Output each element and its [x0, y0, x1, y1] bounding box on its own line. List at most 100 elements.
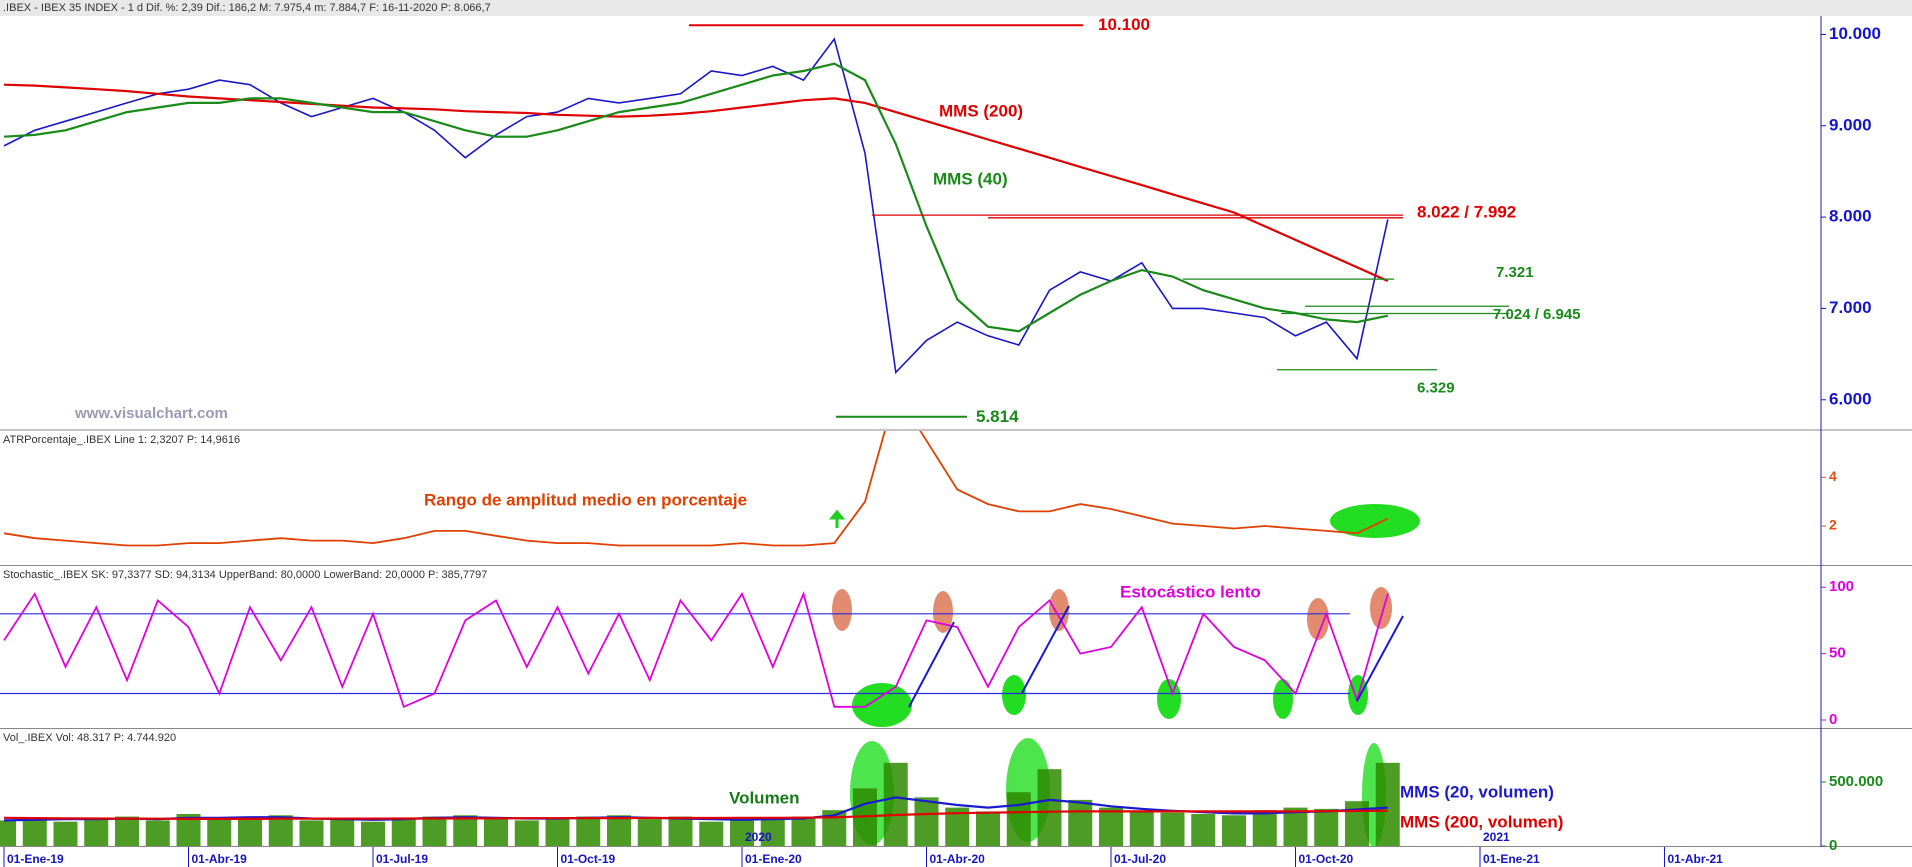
volume-bar	[145, 820, 170, 846]
y-tick-label: 50	[1829, 645, 1846, 662]
level-label: 7.024 / 6.945	[1493, 306, 1581, 323]
watermark: www.visualchart.com	[74, 405, 228, 422]
panel	[0, 591, 1389, 709]
volume-bar	[699, 821, 724, 846]
volume-bar	[1222, 815, 1246, 846]
volume-bar	[760, 817, 785, 846]
y-tick-label: 0	[1829, 837, 1837, 854]
value-line	[3, 37, 1389, 375]
level-label: 7.321	[1496, 264, 1534, 281]
panel	[0, 762, 1400, 846]
volume-bar	[0, 820, 16, 846]
annotation: Volumen	[729, 788, 800, 807]
y-tick-label: 7.000	[1829, 298, 1872, 317]
level-label: 6.329	[1417, 380, 1455, 397]
header-bar	[0, 0, 1912, 16]
y-tick-label: 0	[1829, 711, 1837, 728]
volume-bar	[361, 821, 385, 846]
volume-bar	[1068, 799, 1093, 846]
volume-bar	[422, 816, 447, 846]
volume-bar	[514, 820, 539, 846]
x-tick-label: 01-Jul-19	[376, 852, 428, 866]
volume-bar	[791, 816, 816, 846]
x-tick-label: 01-Abr-19	[192, 852, 248, 866]
series-label: MMS (20, volumen)	[1400, 782, 1554, 801]
annotation: Estocástico lento	[1120, 582, 1261, 601]
volume-bar	[576, 816, 601, 846]
volume-bar	[115, 816, 139, 846]
volume-bar	[238, 816, 262, 846]
y-tick-label: 10.000	[1829, 24, 1881, 43]
series-label: MMS (200, volumen)	[1400, 812, 1563, 831]
x-tick-label: 01-Oct-19	[561, 852, 616, 866]
panel-header: Stochastic_.IBEX SK: 97,3377 SD: 94,3134…	[3, 569, 487, 581]
y-tick-label: 6.000	[1829, 389, 1872, 408]
x-tick-label: 01-Jul-20	[1114, 852, 1166, 866]
annotation: Rango de amplitud medio en porcentaje	[424, 490, 747, 509]
volume-bar	[883, 762, 908, 846]
value-line	[3, 591, 1389, 709]
volume-bar	[1191, 813, 1216, 846]
volume-bar	[268, 815, 293, 846]
volume-bar	[545, 817, 570, 846]
y-tick-label: 2	[1829, 517, 1837, 533]
y-tick-label: 9.000	[1829, 115, 1872, 134]
y-tick-label: 100	[1829, 578, 1854, 595]
volume-bar	[976, 811, 1000, 846]
average-line	[3, 809, 1388, 820]
volume-bar	[607, 815, 631, 846]
x-tick-label: 01-Ene-21	[1483, 852, 1540, 866]
volume-bar	[668, 816, 693, 846]
volume-bar	[53, 821, 78, 846]
volume-bar	[84, 819, 109, 846]
volume-bar	[484, 819, 508, 846]
value-line	[3, 431, 1389, 547]
panel	[3, 37, 1389, 375]
y-tick-label: 500.000	[1829, 773, 1883, 790]
volume-bar	[1283, 807, 1308, 846]
volume-bar	[1129, 811, 1154, 846]
volume-bar	[391, 817, 416, 846]
average-line	[3, 62, 1389, 333]
panel	[3, 431, 1389, 547]
y-tick-label: 8.000	[1829, 207, 1872, 226]
level-label: 8.022 / 7.992	[1417, 203, 1516, 222]
x-tick-label: 01-Ene-19	[7, 852, 64, 866]
panel-header: ATRPorcentaje_.IBEX Line 1: 2,3207 P: 14…	[3, 434, 240, 446]
volume-bar	[1252, 810, 1277, 846]
panel-header: .IBEX - IBEX 35 INDEX - 1 d Dif. %: 2,39…	[3, 2, 491, 14]
volume-bar	[1006, 792, 1031, 846]
trend-line	[1021, 605, 1070, 694]
level-label: 5.814	[976, 407, 1019, 426]
volume-bar	[453, 815, 478, 846]
volume-bar	[330, 819, 355, 846]
y-tick-label: 4	[1829, 468, 1837, 484]
volume-bar	[637, 819, 662, 846]
panel-borders	[0, 16, 1912, 847]
highlights	[828, 504, 1420, 847]
level-label: 10.100	[1098, 15, 1150, 34]
volume-bar	[1160, 812, 1185, 846]
volume-bar	[1314, 808, 1339, 846]
series-label: MMS (40)	[933, 169, 1008, 188]
year-label: 2021	[1483, 830, 1510, 844]
year-label: 2020	[745, 830, 772, 844]
average-line	[3, 83, 1389, 283]
x-tick-label: 01-Abr-20	[930, 852, 986, 866]
volume-bar	[1037, 769, 1062, 846]
x-tick-label: 01-Ene-20	[745, 852, 802, 866]
volume-bar	[207, 819, 232, 846]
volume-bar	[22, 817, 47, 846]
volume-bar	[1375, 762, 1400, 846]
volume-bar	[299, 820, 324, 846]
panel-header: Vol_.IBEX Vol: 48.317 P: 4.744.920	[3, 732, 176, 744]
x-tick-label: 01-Abr-21	[1668, 852, 1724, 866]
volume-bar	[730, 820, 754, 846]
series-label: MMS (200)	[939, 101, 1023, 120]
x-tick-label: 01-Oct-20	[1299, 852, 1354, 866]
trend-line	[908, 621, 955, 708]
trend-line	[1356, 615, 1404, 702]
volume-bar	[1099, 807, 1123, 846]
